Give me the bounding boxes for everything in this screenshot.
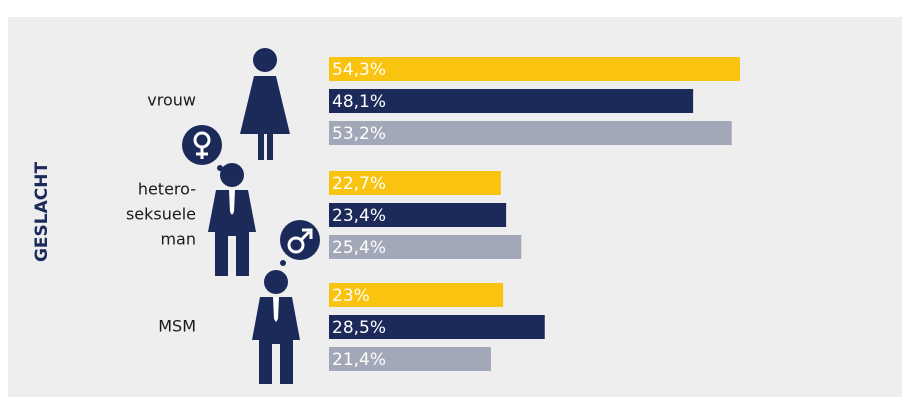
value-label: 23% <box>332 286 370 306</box>
man-icon <box>208 163 256 276</box>
male-bubble <box>280 220 320 266</box>
category-label: vrouw <box>147 91 196 110</box>
woman-icon <box>240 48 290 160</box>
category-label: MSM <box>158 317 196 336</box>
bar <box>329 121 732 145</box>
bar <box>329 171 501 195</box>
bar <box>329 315 545 339</box>
category-label: man <box>160 230 196 249</box>
value-label: 48,1% <box>332 92 386 112</box>
value-label: 23,4% <box>332 206 386 226</box>
bar <box>329 203 507 227</box>
man-icon <box>252 270 300 384</box>
value-label: 22,7% <box>332 174 386 194</box>
category-label: seksuele <box>126 205 196 224</box>
bar <box>329 283 504 307</box>
value-label: 53,2% <box>332 124 386 144</box>
axis-label: GESLACHT <box>32 162 52 263</box>
category-label: hetero- <box>138 180 196 199</box>
value-label: 25,4% <box>332 238 386 258</box>
bar <box>329 57 741 81</box>
bar <box>329 235 522 259</box>
bar <box>329 89 694 113</box>
value-label: 54,3% <box>332 60 386 80</box>
value-label: 28,5% <box>332 318 386 338</box>
value-label: 21,4% <box>332 350 386 370</box>
bar <box>329 347 491 371</box>
female-bubble <box>182 125 223 171</box>
